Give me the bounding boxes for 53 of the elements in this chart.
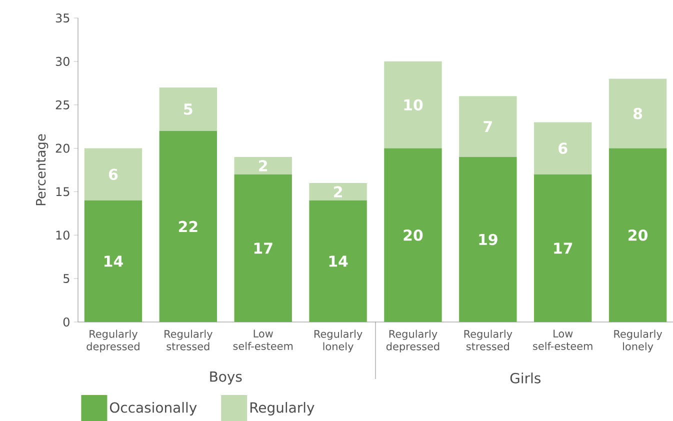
- y-tick-label: 15: [56, 187, 70, 196]
- x-tick-label: Regularly stressed: [164, 330, 212, 350]
- bar: [234, 156, 292, 174]
- data-label: 19: [479, 234, 498, 246]
- bar: [159, 87, 218, 131]
- x-tick-label: Regularly stressed: [464, 330, 512, 350]
- bar: [608, 148, 667, 322]
- data-label: 17: [554, 242, 572, 254]
- bar: [234, 174, 292, 322]
- x-tick-label: Regularly depressed: [86, 330, 140, 352]
- bar: [159, 130, 218, 322]
- bar: [309, 200, 367, 322]
- bar: [608, 78, 667, 148]
- legend-label: Occasionally: [110, 402, 197, 416]
- y-tick-label: 10: [56, 230, 70, 240]
- legend-label: Regularly: [250, 402, 314, 416]
- bar: [459, 96, 517, 157]
- x-tick-label: Low self-esteem: [233, 330, 293, 350]
- bar: [534, 174, 592, 322]
- data-label: 20: [404, 229, 423, 241]
- y-tick-label: 35: [56, 13, 70, 23]
- y-tick-label: 5: [64, 274, 70, 284]
- y-axis-title: Percentage: [36, 134, 48, 206]
- data-label: 6: [558, 142, 568, 154]
- y-tick-label: 20: [56, 144, 70, 153]
- data-label: 2: [334, 186, 342, 198]
- x-tick-label: Low self-esteem: [533, 330, 592, 350]
- y-tick-label: 25: [56, 100, 70, 110]
- bar: [309, 183, 367, 200]
- x-tick-label: Regularly lonely: [314, 330, 362, 352]
- y-tick-label: 30: [56, 56, 70, 66]
- y-tick-label: 0: [63, 317, 70, 327]
- data-label: 14: [329, 256, 348, 267]
- data-label: 20: [628, 229, 648, 241]
- bar: [534, 122, 592, 174]
- data-label: 10: [404, 99, 423, 111]
- bar: [384, 61, 442, 148]
- bar: [84, 200, 142, 322]
- bar: [84, 148, 142, 200]
- x-tick-label: Regularly lonely: [614, 330, 662, 352]
- text: Girls: [510, 372, 540, 384]
- data-label: 6: [108, 168, 118, 180]
- data-label: 14: [104, 256, 123, 267]
- data-label: 17: [254, 242, 272, 254]
- bar: [459, 156, 517, 322]
- data-label: 22: [178, 220, 198, 232]
- data-label: 5: [184, 104, 192, 115]
- data-label: 2: [259, 160, 267, 172]
- bar: [384, 148, 442, 322]
- text: Boys: [210, 371, 242, 385]
- x-tick-label: Regularly depressed: [386, 330, 440, 352]
- data-label: 7: [484, 121, 492, 132]
- data-label: 8: [634, 108, 642, 120]
